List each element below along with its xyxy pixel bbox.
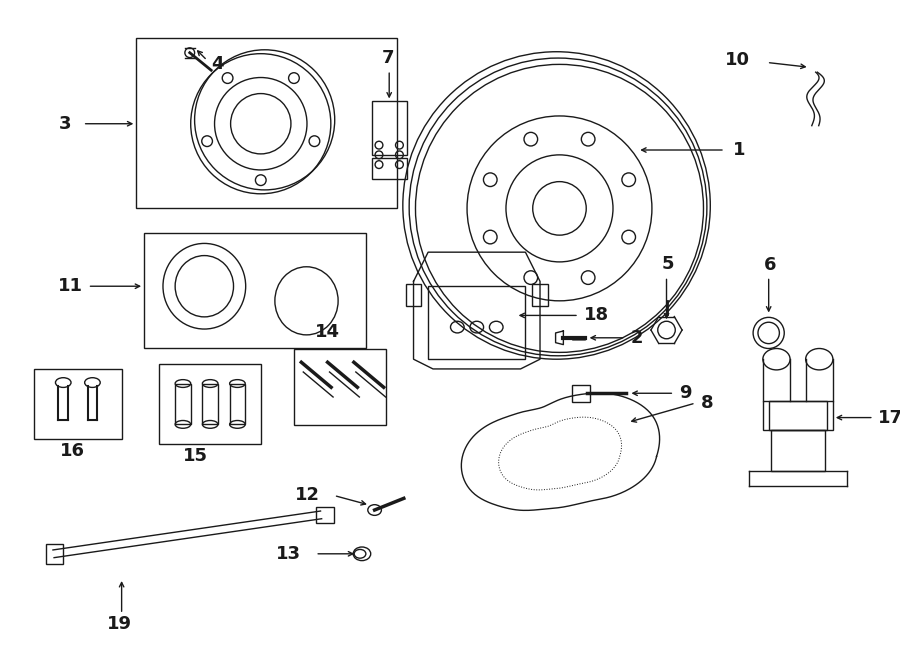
- Ellipse shape: [763, 348, 790, 370]
- Bar: [428, 286, 526, 359]
- Text: 13: 13: [276, 545, 302, 563]
- Bar: [572, 385, 590, 402]
- Bar: [176, 383, 191, 424]
- Text: 11: 11: [58, 277, 84, 295]
- Text: 17: 17: [878, 408, 900, 426]
- Bar: [372, 101, 407, 155]
- Text: 14: 14: [315, 323, 340, 341]
- Ellipse shape: [806, 348, 832, 370]
- Text: 6: 6: [764, 256, 777, 274]
- Bar: [158, 364, 261, 444]
- Bar: [202, 383, 218, 424]
- Text: 16: 16: [60, 442, 86, 459]
- Bar: [144, 233, 366, 348]
- Bar: [532, 284, 548, 305]
- Text: 10: 10: [724, 52, 750, 69]
- Text: 4: 4: [212, 56, 223, 73]
- Bar: [34, 369, 122, 439]
- Bar: [46, 544, 63, 564]
- Bar: [763, 401, 832, 430]
- Text: 19: 19: [107, 615, 132, 633]
- Bar: [372, 158, 407, 179]
- Bar: [230, 383, 245, 424]
- Bar: [136, 38, 397, 208]
- Text: 1: 1: [733, 141, 745, 159]
- Bar: [406, 284, 421, 305]
- Bar: [770, 430, 825, 471]
- Text: 5: 5: [662, 255, 674, 273]
- Bar: [316, 507, 334, 523]
- Text: 15: 15: [183, 447, 208, 465]
- Bar: [769, 401, 827, 430]
- Text: 7: 7: [382, 48, 394, 67]
- Text: 2: 2: [631, 329, 643, 347]
- Text: 12: 12: [295, 486, 319, 504]
- Text: 9: 9: [680, 384, 692, 403]
- Bar: [293, 350, 386, 426]
- Text: 18: 18: [584, 307, 609, 325]
- Text: 3: 3: [58, 115, 71, 133]
- Text: 8: 8: [700, 394, 713, 412]
